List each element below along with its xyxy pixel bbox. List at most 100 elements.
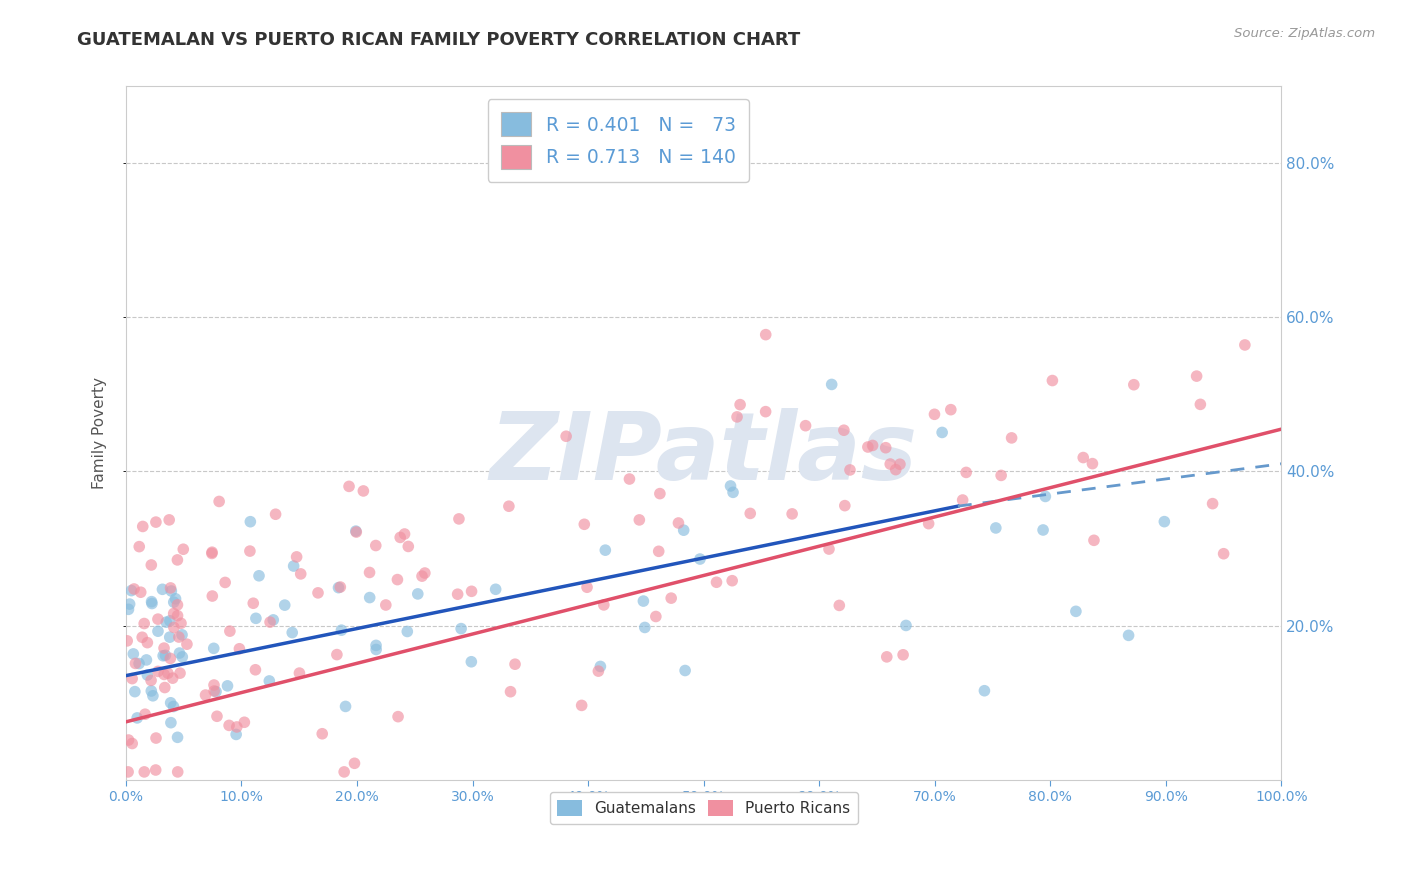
Point xyxy=(205,709,228,723)
Point xyxy=(217,679,239,693)
Point xyxy=(571,698,593,713)
Point xyxy=(952,493,974,508)
Point xyxy=(228,641,250,656)
Point xyxy=(264,508,287,522)
Point xyxy=(628,513,651,527)
Point xyxy=(406,587,429,601)
Point xyxy=(159,581,181,595)
Point xyxy=(389,530,412,544)
Point xyxy=(157,513,180,527)
Point xyxy=(755,327,778,342)
Point xyxy=(145,731,167,745)
Point xyxy=(146,624,169,639)
Point xyxy=(155,615,177,630)
Point xyxy=(931,425,953,440)
Point xyxy=(141,597,163,611)
Point xyxy=(1233,338,1256,352)
Point xyxy=(156,666,179,681)
Point xyxy=(498,500,520,514)
Point xyxy=(141,684,163,698)
Point xyxy=(939,402,962,417)
Point xyxy=(167,630,190,644)
Point xyxy=(176,637,198,651)
Point xyxy=(834,499,856,513)
Point xyxy=(124,684,146,698)
Point xyxy=(352,483,374,498)
Point xyxy=(134,616,156,631)
Point xyxy=(169,666,191,681)
Text: ZIPatlas: ZIPatlas xyxy=(489,408,918,500)
Point xyxy=(141,594,163,608)
Point xyxy=(396,540,419,554)
Point xyxy=(136,635,159,649)
Point xyxy=(225,727,247,741)
Point xyxy=(142,689,165,703)
Point xyxy=(706,575,728,590)
Point xyxy=(169,646,191,660)
Point xyxy=(574,517,596,532)
Point xyxy=(127,711,149,725)
Point xyxy=(839,463,862,477)
Point xyxy=(311,727,333,741)
Point xyxy=(359,566,381,580)
Point xyxy=(821,377,844,392)
Point xyxy=(159,651,181,665)
Point xyxy=(413,566,436,580)
Point xyxy=(283,559,305,574)
Point xyxy=(202,678,225,692)
Point xyxy=(364,539,387,553)
Point xyxy=(576,580,599,594)
Point xyxy=(1201,497,1223,511)
Point xyxy=(239,544,262,558)
Point xyxy=(245,611,267,625)
Point xyxy=(721,574,744,588)
Point xyxy=(832,423,855,437)
Point xyxy=(818,542,841,557)
Point xyxy=(973,683,995,698)
Point xyxy=(122,647,145,661)
Point xyxy=(202,641,225,656)
Point xyxy=(460,655,482,669)
Point xyxy=(720,479,742,493)
Point xyxy=(1122,377,1144,392)
Point xyxy=(856,440,879,454)
Point xyxy=(152,582,174,597)
Point xyxy=(876,649,898,664)
Point xyxy=(1189,397,1212,411)
Point xyxy=(924,407,946,421)
Point xyxy=(128,657,150,671)
Point xyxy=(159,614,181,628)
Point xyxy=(153,641,176,656)
Point xyxy=(891,648,914,662)
Point xyxy=(446,587,468,601)
Point xyxy=(225,720,247,734)
Point xyxy=(259,673,281,688)
Point xyxy=(990,468,1012,483)
Point xyxy=(1212,547,1234,561)
Point xyxy=(136,668,159,682)
Y-axis label: Family Poverty: Family Poverty xyxy=(93,377,107,489)
Point xyxy=(364,639,387,653)
Point xyxy=(172,542,194,557)
Point xyxy=(281,625,304,640)
Point xyxy=(725,409,748,424)
Point xyxy=(721,485,744,500)
Point xyxy=(152,648,174,663)
Point xyxy=(170,628,193,642)
Point xyxy=(1042,374,1064,388)
Point xyxy=(194,688,217,702)
Point xyxy=(218,624,240,639)
Point xyxy=(117,733,139,747)
Point xyxy=(411,569,433,583)
Point xyxy=(129,585,152,599)
Point xyxy=(503,657,526,672)
Text: Source: ZipAtlas.com: Source: ZipAtlas.com xyxy=(1234,27,1375,40)
Point xyxy=(247,568,270,582)
Point xyxy=(1185,369,1208,384)
Point xyxy=(132,519,155,533)
Point xyxy=(290,566,312,581)
Point xyxy=(208,494,231,508)
Point xyxy=(955,466,977,480)
Point xyxy=(170,616,193,631)
Point xyxy=(460,584,482,599)
